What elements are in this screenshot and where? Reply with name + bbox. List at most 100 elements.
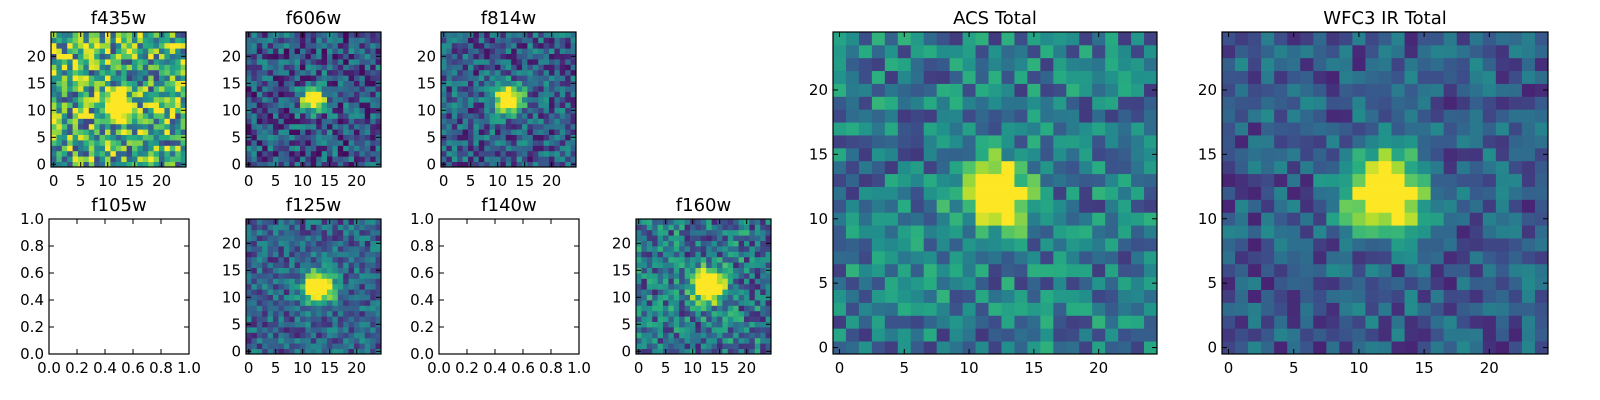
x-tick-label: 0.0 [427,359,451,377]
heatmap-cell [858,122,873,136]
heatmap-cell [1287,250,1301,265]
heatmap-cell [733,327,739,333]
heatmap-cell [321,140,328,146]
heatmap-cell [636,246,642,252]
heatmap-cell [478,59,485,65]
heatmap-cell [532,42,539,49]
heatmap-cell [267,343,274,349]
heatmap-cell [321,118,328,125]
heatmap-cell [153,123,160,130]
heatmap-cell [327,289,333,295]
heatmap-cell [267,251,274,258]
heatmap-cell [310,140,317,146]
heatmap-cell [975,147,989,162]
heatmap-cell [1066,96,1080,110]
heatmap-cell [1027,341,1041,355]
heatmap-cell [1001,160,1015,175]
heatmap-cell [451,107,458,114]
heatmap-cell [1222,147,1236,162]
heatmap-cell [1430,186,1445,200]
heatmap-cell [833,186,847,200]
heatmap-cell [1079,173,1093,187]
heatmap-cell [61,53,68,60]
heatmap-cell [949,173,963,187]
heatmap-cell [543,113,550,119]
heatmap-cell [169,37,176,44]
heatmap-cell [159,37,165,44]
heatmap-cell [332,235,339,241]
heatmap-cell [310,267,317,274]
heatmap-cell [1313,212,1327,226]
heatmap-cell [316,256,322,263]
heatmap-cell [468,134,474,141]
heatmap-cell [543,145,550,152]
heatmap-cell [300,64,306,71]
heatmap-cell [532,37,539,44]
heatmap-cell [56,102,63,108]
heatmap-cell [256,294,263,301]
heatmap-cell [760,283,766,290]
heatmap-cell [1235,328,1249,342]
heatmap-cell [83,96,90,103]
heatmap-cell [370,300,376,306]
heatmap-cell [251,332,258,339]
heatmap-cell [246,289,252,295]
heatmap-cell [1131,160,1145,175]
heatmap-cell [310,337,317,344]
heatmap-cell [148,32,154,38]
heatmap-cell [72,96,79,103]
heatmap-cell [451,129,458,135]
heatmap-cell [316,332,322,339]
heatmap-cell [51,69,57,76]
heatmap-cell [549,134,555,141]
heatmap-cell [56,113,63,119]
heatmap-cell [305,48,312,54]
heatmap-cell [283,145,290,152]
heatmap-cell [337,118,344,125]
heatmap-cell [343,48,349,54]
heatmap-cell [278,118,285,125]
heatmap-cell [690,343,696,349]
heatmap-cell [359,80,366,87]
heatmap-cell [684,332,691,339]
heatmap-cell [1235,147,1249,162]
heatmap-cell [565,53,571,60]
heatmap-cell [316,37,322,44]
heatmap-cell [354,156,360,162]
heatmap-cell [1339,96,1353,110]
heatmap-cell [246,113,252,119]
heatmap-cell [754,283,761,290]
heatmap-cell [1001,263,1015,278]
heatmap-cell [1378,315,1392,329]
heatmap-cell [833,173,847,187]
heatmap-cell [142,86,149,92]
heatmap-cell [310,86,317,92]
heatmap-cell [251,219,258,225]
heatmap-cell [484,75,490,81]
heatmap-cell [164,37,171,44]
heatmap-cell [110,64,117,71]
heatmap-cell [273,235,279,241]
heatmap-cell [343,278,349,285]
heatmap-cell [1469,328,1484,342]
heatmap-cell [175,86,181,92]
heatmap-cell [1443,276,1458,290]
heatmap-cell [327,42,333,49]
heatmap-cell [744,262,750,268]
heatmap-cell [478,107,485,114]
heatmap-cell [1443,186,1458,200]
heatmap-cell [495,91,501,98]
heatmap-cell [61,64,68,71]
heatmap-cell [375,343,382,349]
heatmap-cell [858,212,873,226]
heatmap-cells [51,32,187,168]
heatmap-cell [1326,147,1340,162]
heatmap-cell [1508,199,1523,213]
heatmap-cell [83,32,90,38]
heatmap-cell [1027,225,1041,239]
x-tick-label: 10 [1349,359,1368,377]
heatmap-cell [375,140,382,146]
heatmap-cell [1040,315,1054,329]
heatmap-cell [283,337,290,344]
